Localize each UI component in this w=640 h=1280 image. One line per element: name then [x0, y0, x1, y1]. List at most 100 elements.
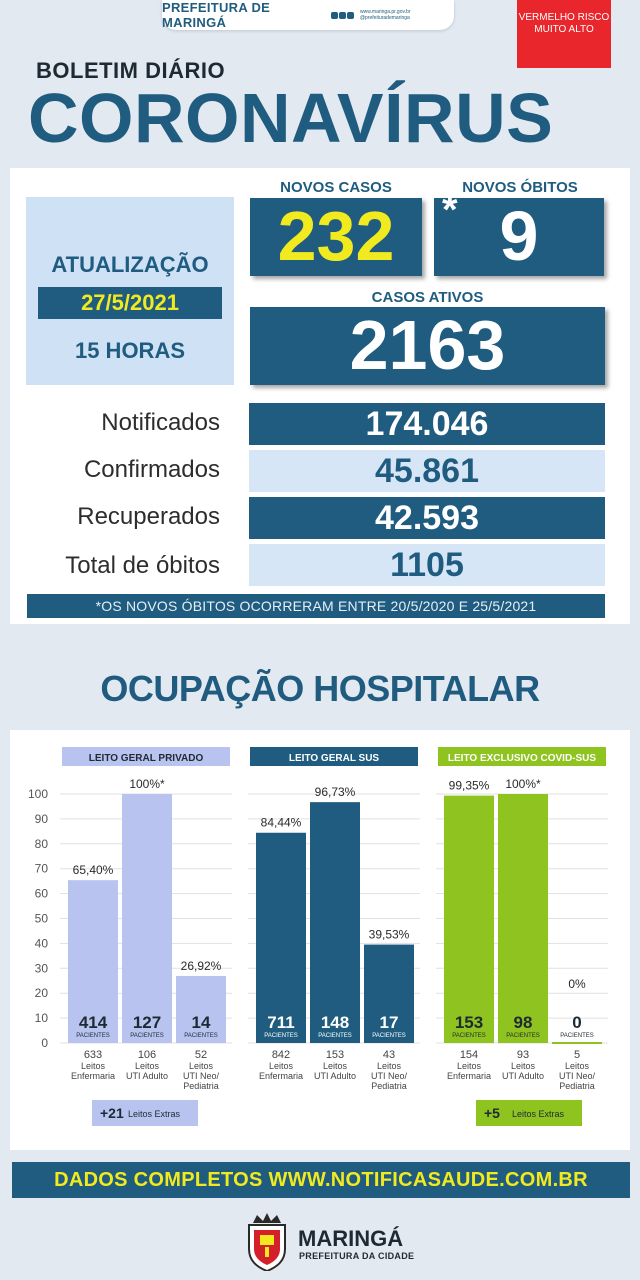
bar-percent-label: 100%* [505, 777, 541, 791]
y-tick-label: 10 [35, 1011, 49, 1025]
bar [310, 802, 360, 1043]
bar-beds-count: 106 [138, 1049, 156, 1061]
bar-beds-count: 43 [383, 1049, 395, 1061]
bar-patients-unit: PACIENTES [184, 1033, 218, 1039]
y-tick-label: 80 [35, 837, 49, 851]
bar-patients-unit: PACIENTES [452, 1033, 486, 1039]
facebook-icon [338, 11, 346, 19]
bar-patients-unit: PACIENTES [264, 1033, 298, 1039]
bar-category-label: Enfermaria [71, 1071, 115, 1081]
bar-category-label: UTI Adulto [314, 1071, 356, 1081]
update-date: 27/5/2021 [38, 287, 222, 319]
social-icons [330, 11, 354, 19]
novos-casos-value: 232 [277, 197, 395, 275]
bar-patients-value: 98 [514, 1013, 533, 1032]
bar-patients-value: 127 [133, 1013, 161, 1032]
novos-casos-label: NOVOS CASOS [280, 179, 392, 196]
bar-category-label: UTI Neo/ [183, 1071, 220, 1081]
bar-category-label: UTI Adulto [502, 1071, 544, 1081]
bar-patients-value: 414 [79, 1013, 108, 1032]
confirmados-value: 45.861 [249, 450, 605, 492]
bottom-banner: DADOS COMPLETOS WWW.NOTIFICASAUDE.COM.BR [12, 1162, 630, 1198]
extras-badge [476, 1100, 582, 1126]
banner-title: PREFEITURA DE MARINGÁ [162, 0, 271, 30]
bar [364, 944, 414, 1043]
bar-category-label: Enfermaria [259, 1071, 303, 1081]
bar-beds-count: 52 [195, 1049, 207, 1061]
extras-count: +5 [484, 1105, 500, 1121]
extras-label: Leitos Extras [512, 1109, 565, 1119]
risk-badge: VERMELHO RISCO MUITO ALTO [517, 0, 611, 68]
y-tick-label: 70 [35, 862, 49, 876]
y-tick-label: 100 [28, 787, 48, 801]
city-name: MARINGÁ [298, 1226, 404, 1251]
bar-category-label: Leitos [323, 1061, 348, 1071]
bar [68, 880, 118, 1043]
total-obitos-value: 1105 [249, 544, 605, 586]
novos-obitos-asterisk: * [442, 188, 458, 232]
subtitle: BOLETIM DIÁRIO [36, 58, 226, 83]
bar-percent-label: 65,40% [73, 863, 114, 877]
bar-patients-value: 0 [572, 1013, 581, 1032]
banner-site: www.maringa.pr.gov.br @prefeiturademarin… [359, 9, 411, 21]
bar-category-label: Leitos [377, 1061, 402, 1071]
bar-category-label: Leitos [135, 1061, 160, 1071]
bar-percent-label: 99,35% [449, 779, 490, 793]
recuperados-label: Recuperados [77, 503, 220, 530]
bar [256, 832, 306, 1043]
bar-category-label: Pediatria [371, 1081, 407, 1091]
bar-beds-count: 93 [517, 1049, 529, 1061]
bar-category-label: UTI Adulto [126, 1071, 168, 1081]
bar-patients-unit: PACIENTES [318, 1033, 352, 1039]
novos-casos-box [250, 198, 422, 276]
bar [122, 794, 172, 1043]
bar-patients-value: 711 [267, 1013, 294, 1032]
bar-category-label: Leitos [189, 1061, 214, 1071]
bar-percent-label: 0% [568, 977, 586, 991]
bar-patients-value: 17 [380, 1013, 399, 1032]
y-tick-label: 30 [35, 961, 49, 975]
group-header [438, 747, 606, 766]
group-header-label: LEITO EXCLUSIVO COVID-SUS [448, 753, 596, 764]
group-header [62, 747, 230, 766]
bar-category-label: Leitos [269, 1061, 294, 1071]
section-title: OCUPAÇÃO HOSPITALAR [100, 668, 540, 709]
headline: CORONAVÍRUS [28, 79, 554, 157]
bar-category-label: Leitos [511, 1061, 536, 1071]
bar-category-label: Leitos [81, 1061, 106, 1071]
confirmados-label: Confirmados [83, 456, 220, 483]
bar [176, 975, 226, 1043]
bar-patients-unit: PACIENTES [506, 1033, 540, 1039]
bar-category-label: Enfermaria [447, 1071, 491, 1081]
bar-beds-count: 153 [326, 1049, 344, 1061]
extras-count: +21 [100, 1105, 124, 1121]
casos-ativos-value: 2163 [349, 306, 506, 384]
bar-beds-count: 5 [574, 1049, 580, 1061]
bar-patients-unit: PACIENTES [130, 1033, 164, 1039]
bar-patients-value: 14 [192, 1013, 211, 1032]
bar-percent-label: 84,44% [261, 816, 302, 830]
update-time: 15 HORAS [74, 338, 186, 363]
y-tick-label: 40 [35, 936, 49, 950]
city-coat-of-arms-icon [248, 1213, 286, 1271]
bar-category-label: Pediatria [183, 1081, 219, 1091]
casos-ativos-label: CASOS ATIVOS [371, 289, 484, 306]
notificados-label: Notificados [101, 409, 220, 436]
bar-percent-label: 100%* [129, 777, 165, 791]
recuperados-value: 42.593 [249, 497, 605, 539]
novos-obitos-label: NOVOS ÓBITOS [462, 179, 578, 196]
footnote: *OS NOVOS ÓBITOS OCORRERAM ENTRE 20/5/20… [27, 594, 605, 618]
bar [444, 795, 494, 1043]
casos-ativos-box [250, 307, 605, 385]
y-tick-label: 90 [35, 812, 49, 826]
y-tick-label: 0 [41, 1036, 48, 1050]
notificados-value: 174.046 [249, 403, 605, 445]
novos-obitos-value: 9 [499, 197, 539, 275]
bar [498, 794, 548, 1043]
extras-badge [92, 1100, 198, 1126]
city-subtitle: PREFEITURA DA CIDADE [299, 1251, 415, 1261]
y-tick-label: 50 [35, 912, 49, 926]
bar-category-label: UTI Neo/ [371, 1071, 408, 1081]
bar-percent-label: 96,73% [315, 785, 356, 799]
